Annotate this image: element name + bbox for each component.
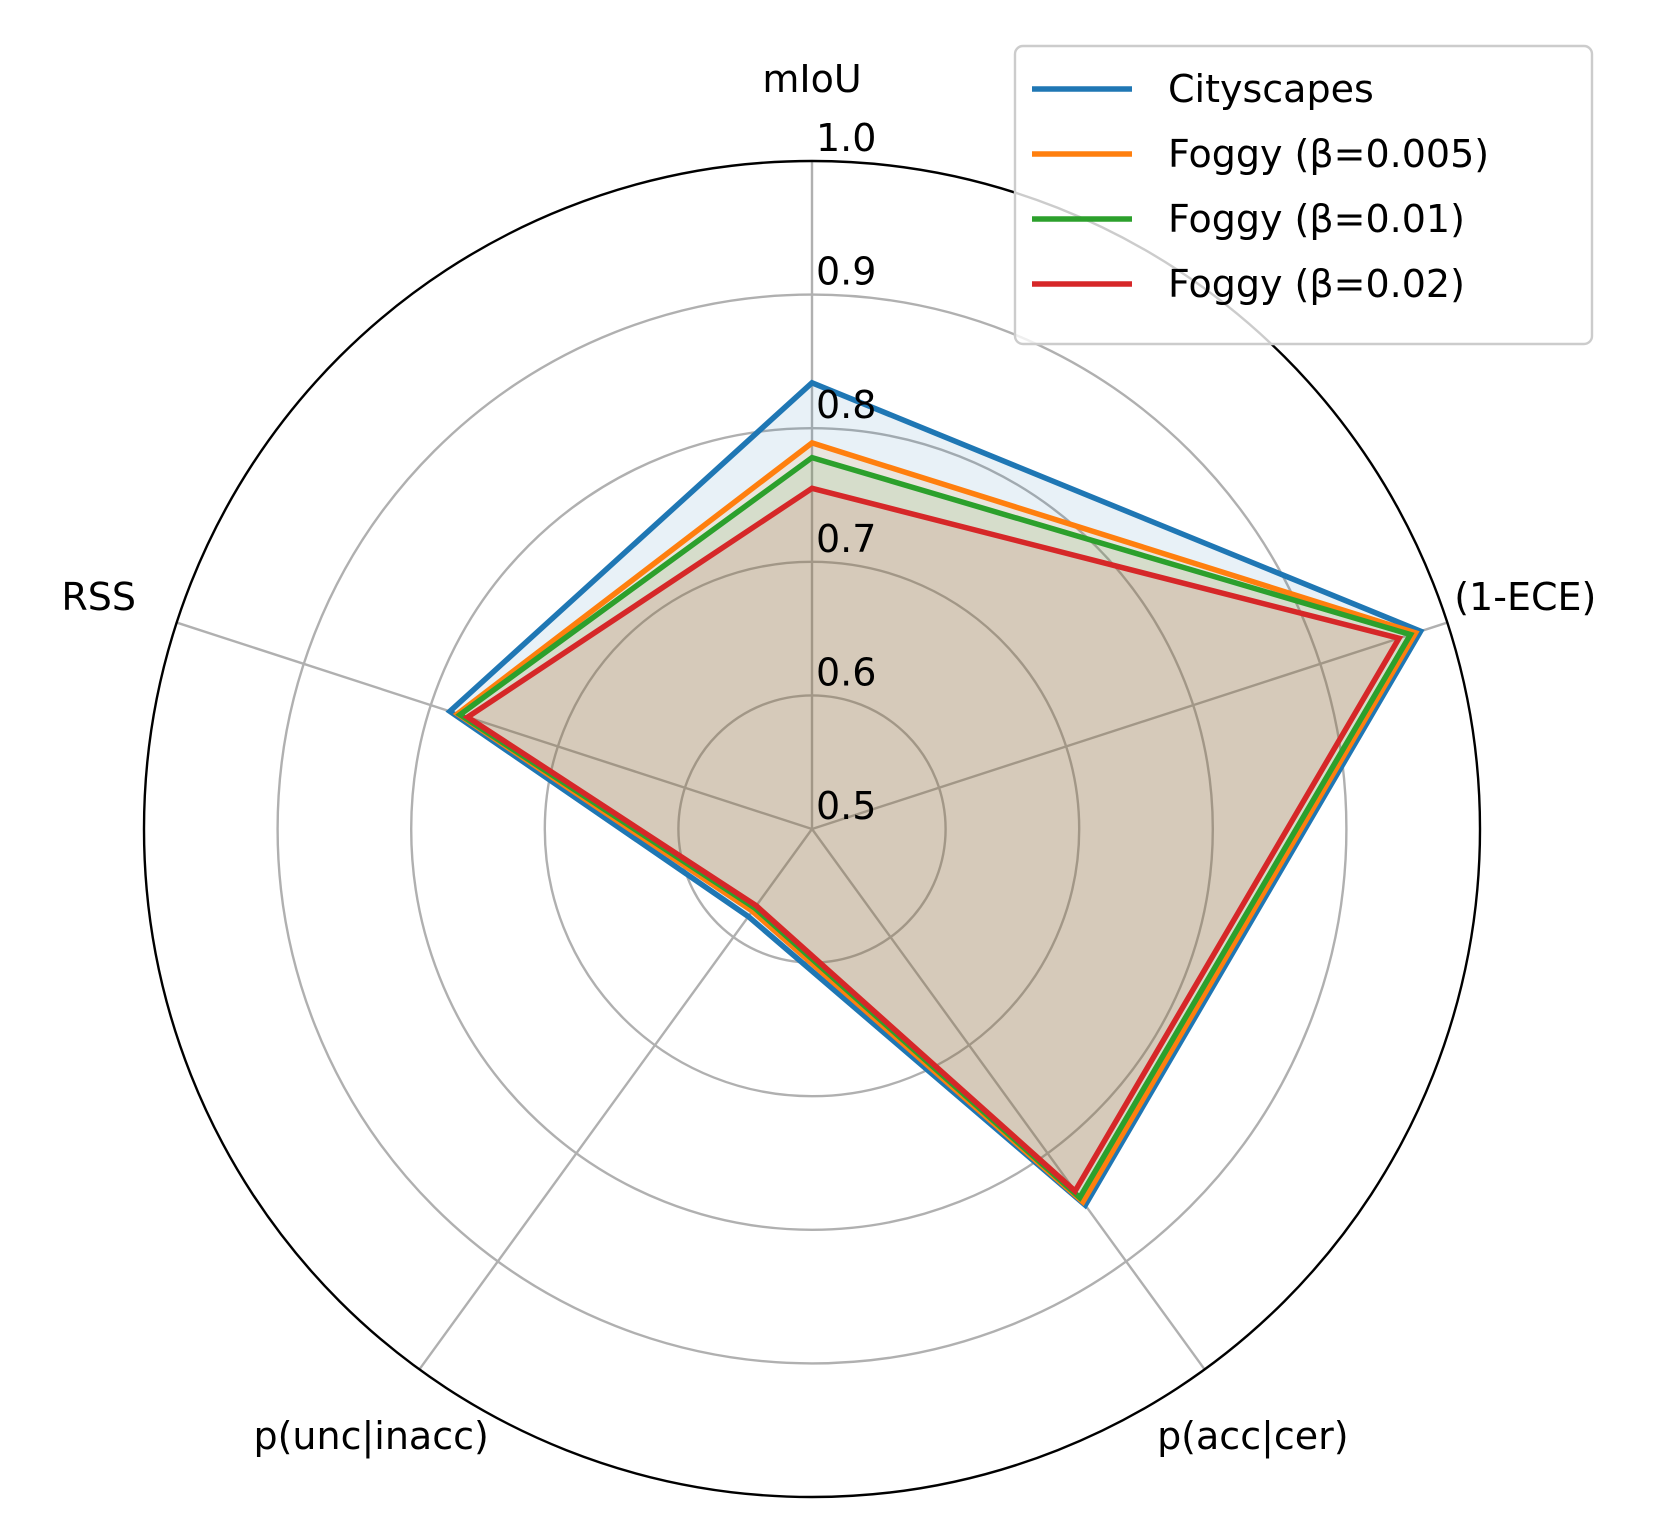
series-line-0 (445, 379, 1425, 1210)
axis-spoke-1 (811, 621, 1448, 831)
series-fill-3 (467, 488, 1400, 1192)
axis-label-4: RSS (61, 575, 136, 619)
legend-label-1: Foggy (β=0.005) (1168, 132, 1489, 176)
radial-tick-label: 0.6 (816, 650, 876, 694)
grid-layer (142, 159, 1482, 1499)
legend-box (1013, 44, 1594, 346)
axis-label-1: (1-ECE) (1454, 575, 1596, 619)
series-fill-2 (460, 457, 1411, 1198)
series-line-3 (462, 485, 1404, 1196)
radial-tick-label: 1.0 (816, 116, 876, 160)
series-fill-0 (449, 382, 1421, 1206)
radial-tick-label: 0.8 (816, 383, 876, 427)
radial-tick-label: 0.9 (816, 250, 876, 294)
legend-label-0: Cityscapes (1168, 67, 1374, 111)
axis-label-3: p(unc|inacc) (253, 1414, 488, 1459)
axis-label-0: mIoU (762, 57, 861, 101)
legend-label-3: Foggy (β=0.02) (1168, 262, 1465, 306)
axis-label-layer: mIoU (1-ECE) p(acc|cer) p(unc|inacc) RSS (61, 57, 1596, 1459)
outer-frame (142, 159, 1482, 1499)
axis-spoke-2 (811, 828, 1206, 1371)
axis-spoke-3 (418, 828, 813, 1371)
line-layer (445, 379, 1425, 1210)
rtick-layer: 0.5 0.6 0.7 0.8 0.9 1.0 (816, 116, 876, 828)
radial-tick-label: 0.5 (816, 784, 876, 828)
axis-label-2: p(acc|cer) (1157, 1414, 1349, 1459)
fill-layer (449, 382, 1421, 1206)
series-fill-1 (457, 442, 1416, 1202)
legend-label-2: Foggy (β=0.01) (1168, 197, 1465, 241)
axis-spoke-4 (176, 621, 813, 831)
radial-tick-label: 0.7 (816, 517, 876, 561)
legend: Cityscapes Foggy (β=0.005) Foggy (β=0.01) F… (1013, 44, 1594, 346)
